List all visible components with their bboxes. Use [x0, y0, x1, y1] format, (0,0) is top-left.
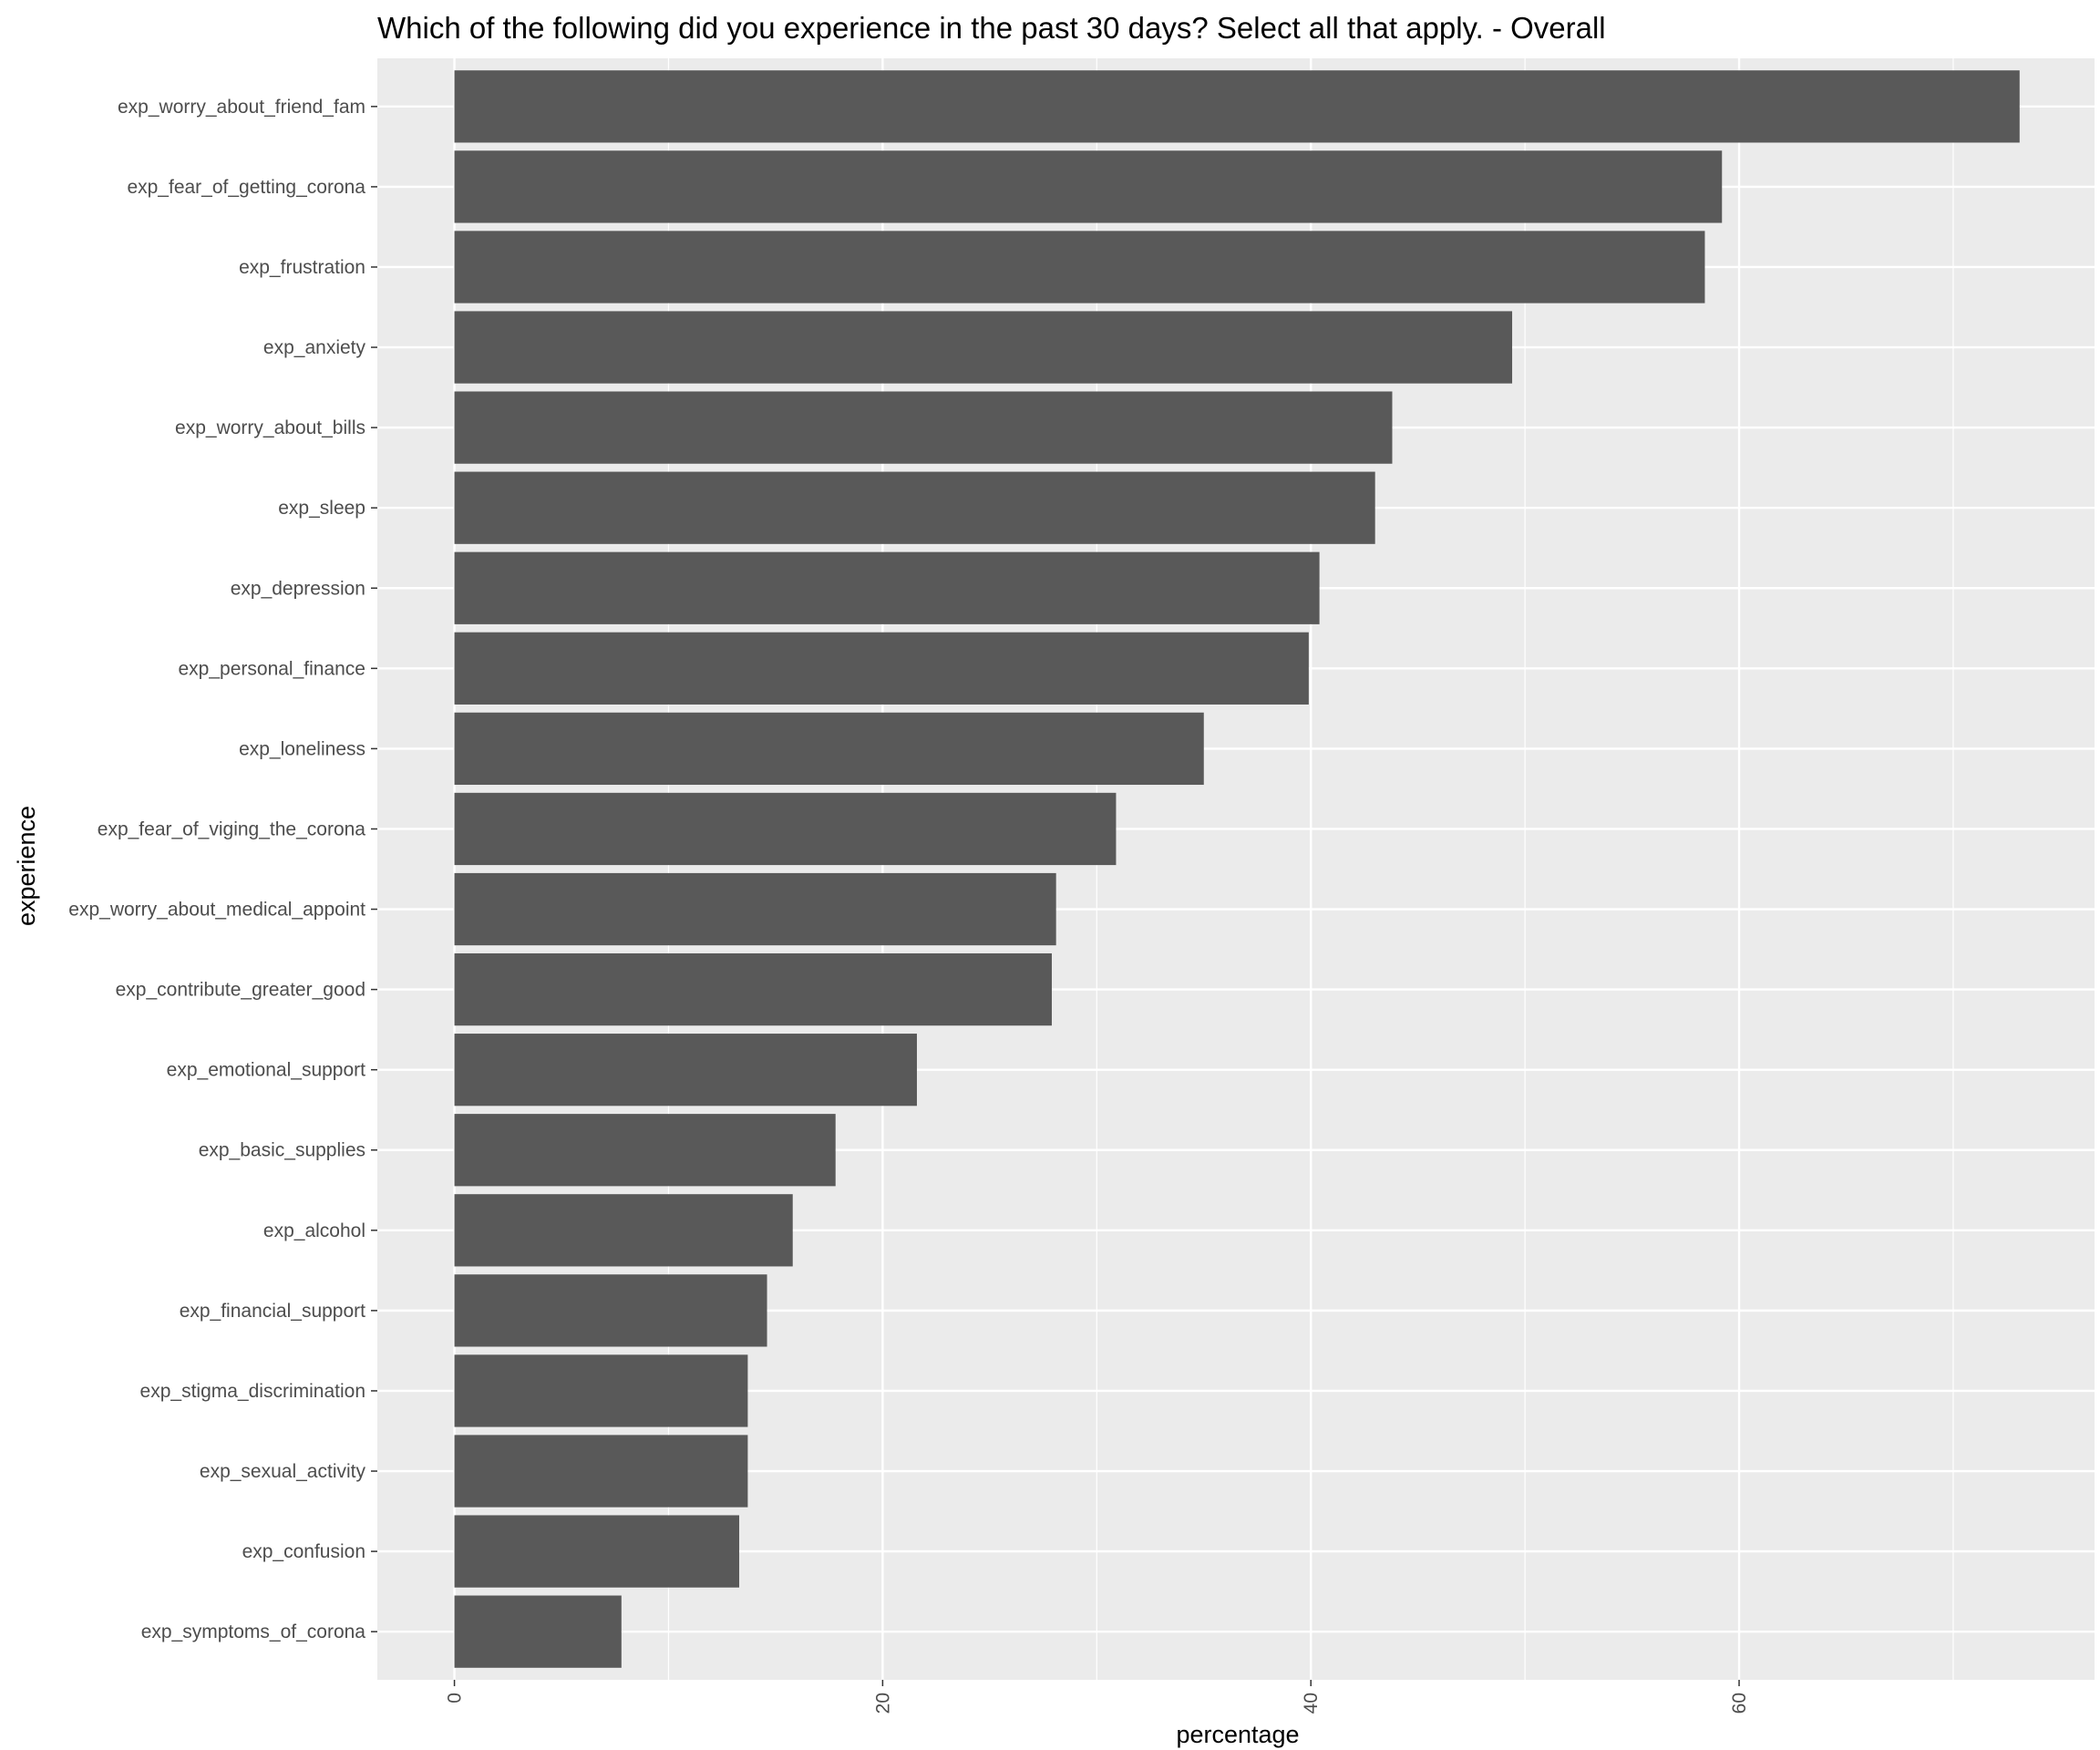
y-tick-label: exp_depression [231, 578, 365, 599]
y-tick-label: exp_worry_about_friend_fam [118, 97, 365, 118]
x-axis-title: percentage [1176, 1721, 1299, 1748]
x-tick-label: 40 [1301, 1693, 1322, 1714]
y-tick-label: exp_sleep [278, 498, 365, 519]
x-tick-label: 60 [1729, 1693, 1750, 1714]
bar-exp_basic_supplies [454, 1114, 836, 1187]
y-tick-label: exp_basic_supplies [199, 1140, 365, 1161]
y-tick-label: exp_worry_about_bills [175, 417, 365, 438]
y-tick-label: exp_fear_of_viging_the_corona [98, 818, 366, 839]
bar-exp_loneliness [454, 712, 1204, 786]
bar-exp_alcohol [454, 1194, 793, 1267]
bar-exp_fear_of_getting_corona [454, 150, 1723, 223]
y-axis: exp_worry_about_friend_fam exp_fear_of_ge… [68, 97, 377, 1642]
y-tick-label: exp_emotional_support [167, 1060, 365, 1081]
bar-exp_sleep [454, 471, 1375, 544]
bar-exp_depression [454, 551, 1320, 624]
bar-exp_worry_about_friend_fam [454, 70, 2020, 143]
bar-exp_contribute_greater_good [454, 952, 1052, 1026]
y-tick-label: exp_alcohol [263, 1220, 365, 1241]
bar-exp_frustration [454, 231, 1705, 304]
bar-exp_worry_about_bills [454, 391, 1393, 464]
bar-exp_sexual_activity [454, 1435, 748, 1508]
bar-exp_symptoms_of_corona [454, 1595, 622, 1668]
y-tick-label: exp_worry_about_medical_appoint [68, 900, 365, 921]
x-axis: 0 20 40 60 [445, 1680, 1750, 1714]
x-tick-label: 0 [445, 1693, 466, 1704]
bar-exp_stigma_discrimination [454, 1354, 748, 1427]
y-tick-label: exp_stigma_discrimination [140, 1381, 365, 1402]
y-tick-label: exp_confusion [242, 1541, 365, 1562]
y-tick-label: exp_contribute_greater_good [116, 980, 365, 1001]
chart-title: Which of the following did you experienc… [377, 11, 1606, 45]
bar-exp_worry_about_medical_appoint [454, 872, 1056, 946]
bar-exp_confusion [454, 1515, 740, 1588]
bars [454, 70, 2020, 1668]
bar-exp_financial_support [454, 1274, 767, 1347]
y-tick-label: exp_fear_of_getting_corona [127, 177, 365, 198]
y-tick-label: exp_loneliness [239, 738, 365, 759]
y-tick-label: exp_frustration [239, 257, 365, 278]
x-tick-label: 20 [872, 1693, 893, 1714]
y-tick-label: exp_anxiety [263, 337, 366, 358]
bar-exp_fear_of_viging_the_corona [454, 792, 1117, 866]
y-tick-label: exp_financial_support [180, 1301, 365, 1322]
y-axis-title: experience [13, 806, 40, 926]
bar-exp_anxiety [454, 311, 1513, 384]
y-tick-label: exp_sexual_activity [200, 1461, 366, 1482]
bar-exp_personal_finance [454, 632, 1309, 705]
bar-exp_emotional_support [454, 1034, 917, 1107]
y-tick-label: exp_symptoms_of_corona [141, 1621, 366, 1642]
y-tick-label: exp_personal_finance [179, 658, 366, 679]
